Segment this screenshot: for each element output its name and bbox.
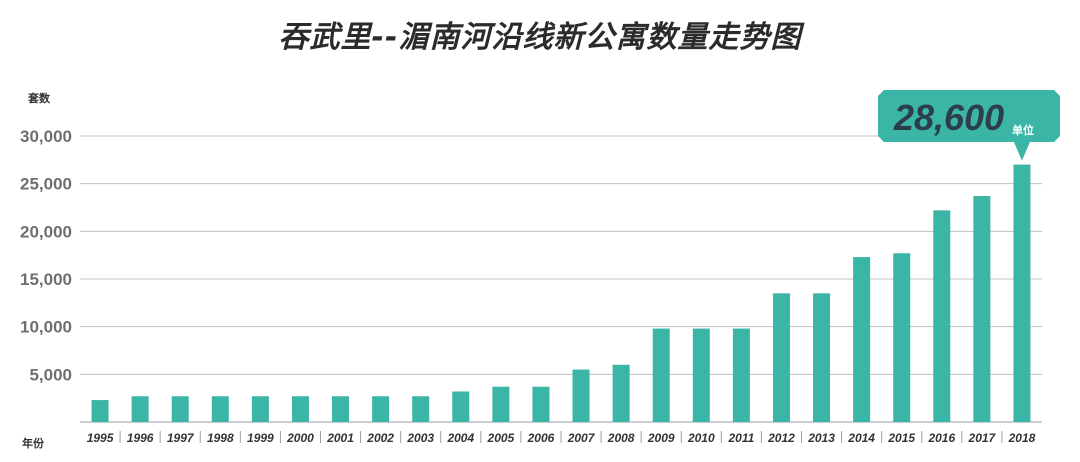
bar	[532, 386, 550, 422]
bar	[853, 257, 871, 422]
x-tick-label: 2005	[487, 431, 515, 445]
x-tick-label: 1999	[247, 431, 274, 445]
bar	[813, 293, 831, 422]
x-tick-label: 2007	[567, 431, 596, 445]
x-tick-label: 2018	[1008, 431, 1036, 445]
bar	[91, 400, 109, 422]
bar	[612, 364, 630, 422]
bar	[973, 196, 991, 422]
y-tick-label: 15,000	[20, 270, 72, 289]
x-tick-label: 2000	[286, 431, 314, 445]
x-tick-label: 1996	[127, 431, 154, 445]
x-tick-label: 2017	[968, 431, 997, 445]
x-tick-label: 2010	[687, 431, 715, 445]
value-callout: 28,600 单位	[878, 90, 1060, 161]
x-tick-label: 1995	[87, 431, 114, 445]
y-tick-label: 25,000	[20, 175, 72, 194]
x-tick-label: 2014	[847, 431, 875, 445]
bar	[452, 391, 470, 422]
bar	[372, 396, 390, 422]
bar	[492, 386, 510, 422]
x-tick-label: 2009	[647, 431, 675, 445]
x-tick-label: 2013	[807, 431, 835, 445]
y-tick-label: 20,000	[20, 222, 72, 241]
x-tick-label: 2001	[326, 431, 354, 445]
bar	[772, 293, 790, 422]
x-tick-label: 2003	[406, 431, 434, 445]
x-tick-label: 2015	[887, 431, 915, 445]
x-tick-label: 1997	[167, 431, 195, 445]
y-tick-label: 5,000	[29, 365, 72, 384]
bars	[91, 164, 1031, 422]
bar	[732, 328, 750, 422]
chart-title: 吞武里--湄南河沿线新公寓数量走势图	[278, 20, 802, 55]
bar	[572, 369, 590, 422]
bar	[211, 396, 229, 422]
x-tick-label: 2012	[767, 431, 795, 445]
y-axis-ticks: 5,000 10,000 15,000 20,000 25,000 30,000	[20, 127, 72, 384]
y-axis-label: 套数	[28, 91, 51, 105]
bar	[131, 396, 149, 422]
x-tick-label: 2016	[927, 431, 955, 445]
bar	[251, 396, 269, 422]
callout-value: 28,600	[893, 97, 1004, 138]
bar	[412, 396, 430, 422]
bar	[332, 396, 350, 422]
bar	[171, 396, 189, 422]
callout-unit: 单位	[1012, 123, 1034, 137]
bar	[652, 328, 670, 422]
bar	[933, 210, 951, 422]
bar	[291, 396, 309, 422]
y-tick-label: 30,000	[20, 127, 72, 146]
x-tick-label: 2008	[607, 431, 635, 445]
bar	[1013, 164, 1031, 422]
callout-box	[878, 90, 1060, 161]
x-axis-label: 年份	[22, 436, 45, 450]
x-axis-ticks: 1995 1996 1997 1998 1999 2000 2001 2002 2003 2004…	[87, 431, 1036, 445]
bar	[893, 253, 911, 422]
x-tick-label: 2006	[527, 431, 555, 445]
x-tick-label: 2004	[446, 431, 474, 445]
x-tick-label: 1998	[207, 431, 234, 445]
x-tick-label: 2011	[727, 431, 754, 445]
bar	[692, 328, 710, 422]
y-tick-label: 10,000	[20, 318, 72, 337]
x-tick-label: 2002	[366, 431, 394, 445]
